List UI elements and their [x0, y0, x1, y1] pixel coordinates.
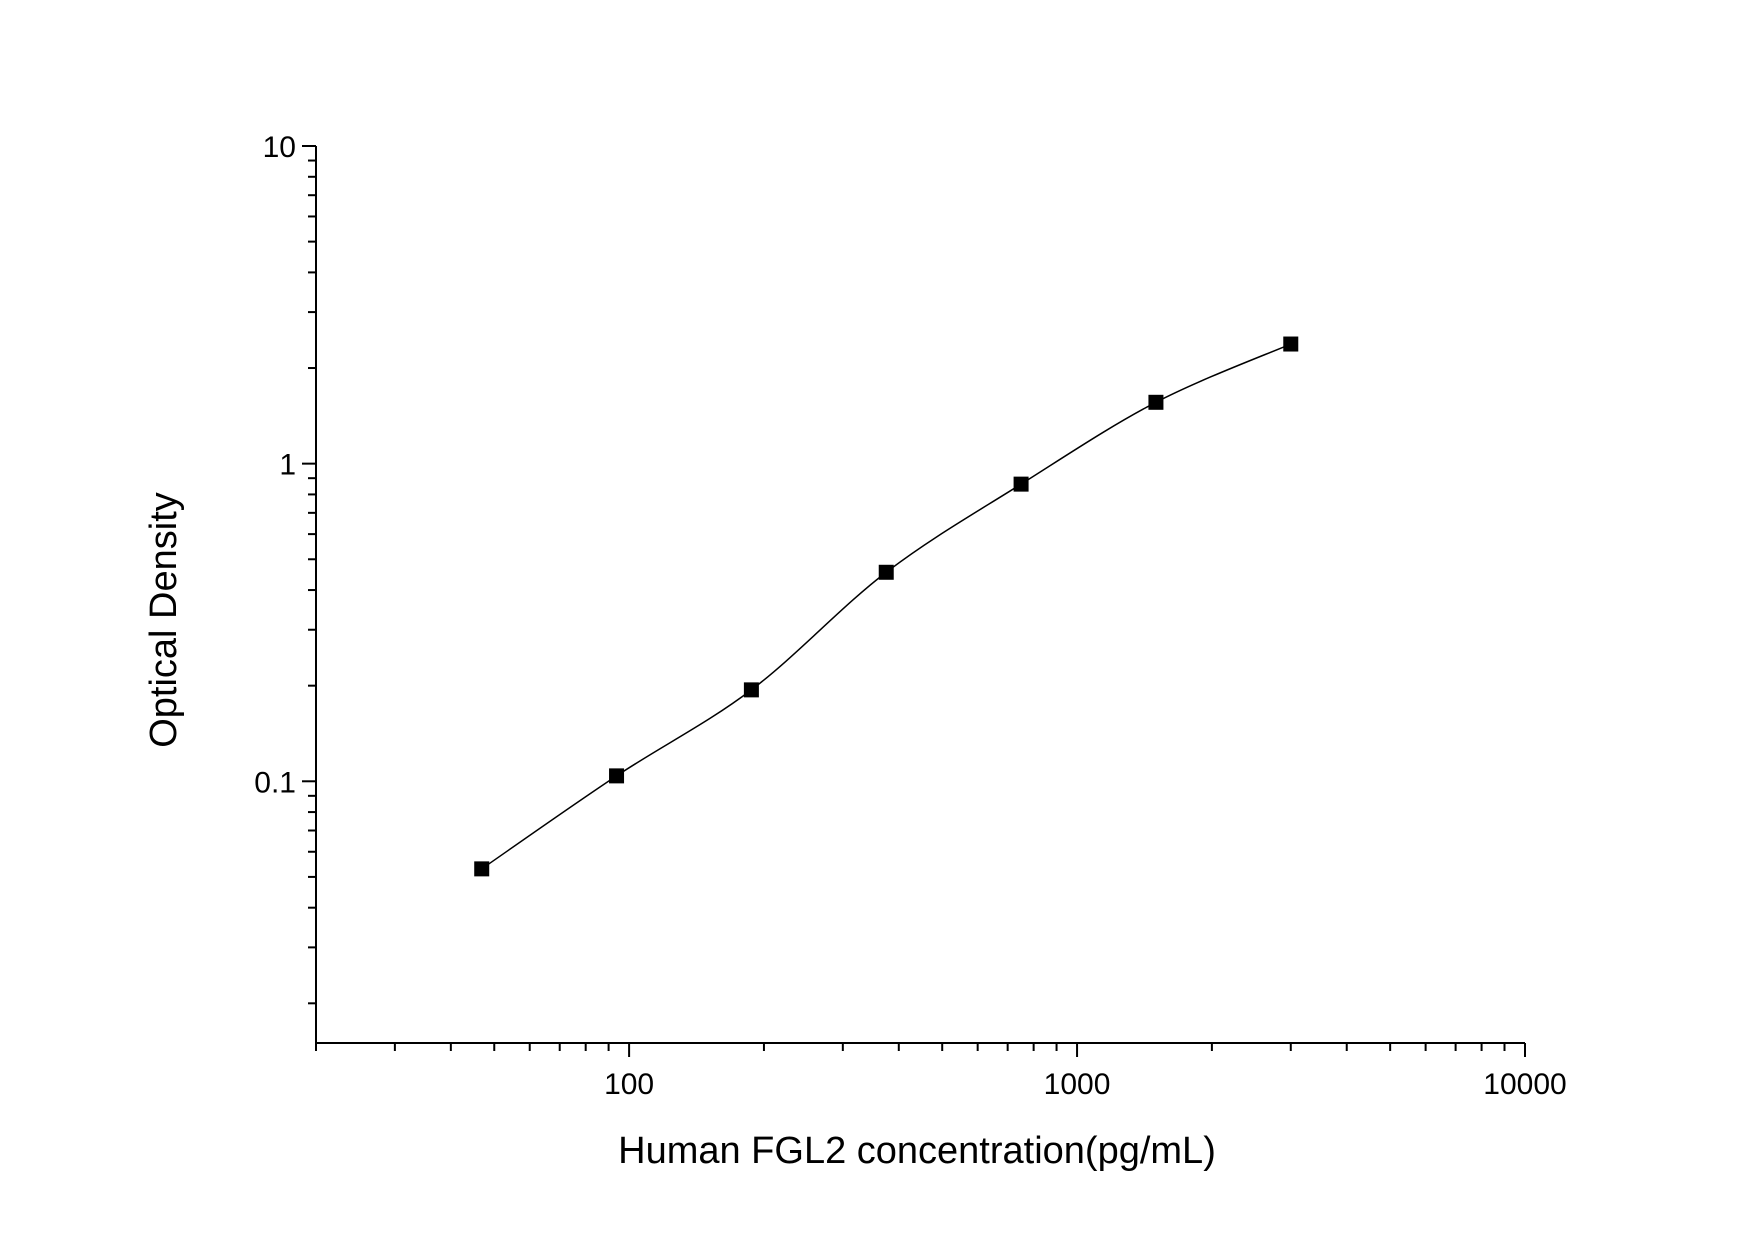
data-point-marker	[474, 861, 490, 877]
data-point-marker	[609, 768, 625, 784]
x-tick-label: 1000	[1044, 1068, 1111, 1101]
data-point-marker	[1148, 394, 1164, 410]
data-point-marker	[1013, 476, 1029, 492]
y-tick-label: 10	[263, 131, 296, 164]
axes	[315, 146, 1525, 1044]
x-axis-ticks: 100 1000 10000	[315, 1043, 1567, 1101]
fit-curve	[481, 343, 1292, 870]
data-point-marker	[743, 682, 759, 698]
data-points	[474, 336, 1299, 877]
x-tick-label: 10000	[1483, 1068, 1566, 1101]
data-point-marker	[878, 564, 894, 580]
y-axis-title: Optical Density	[143, 492, 185, 748]
data-point-marker	[1283, 336, 1299, 352]
y-axis-ticks: 0.1 1 10	[254, 131, 316, 1005]
y-tick-label: 1	[279, 449, 296, 482]
x-axis-title: Human FGL2 concentration(pg/mL)	[618, 1130, 1216, 1172]
y-tick-label: 0.1	[254, 766, 296, 799]
x-tick-label: 100	[604, 1068, 654, 1101]
